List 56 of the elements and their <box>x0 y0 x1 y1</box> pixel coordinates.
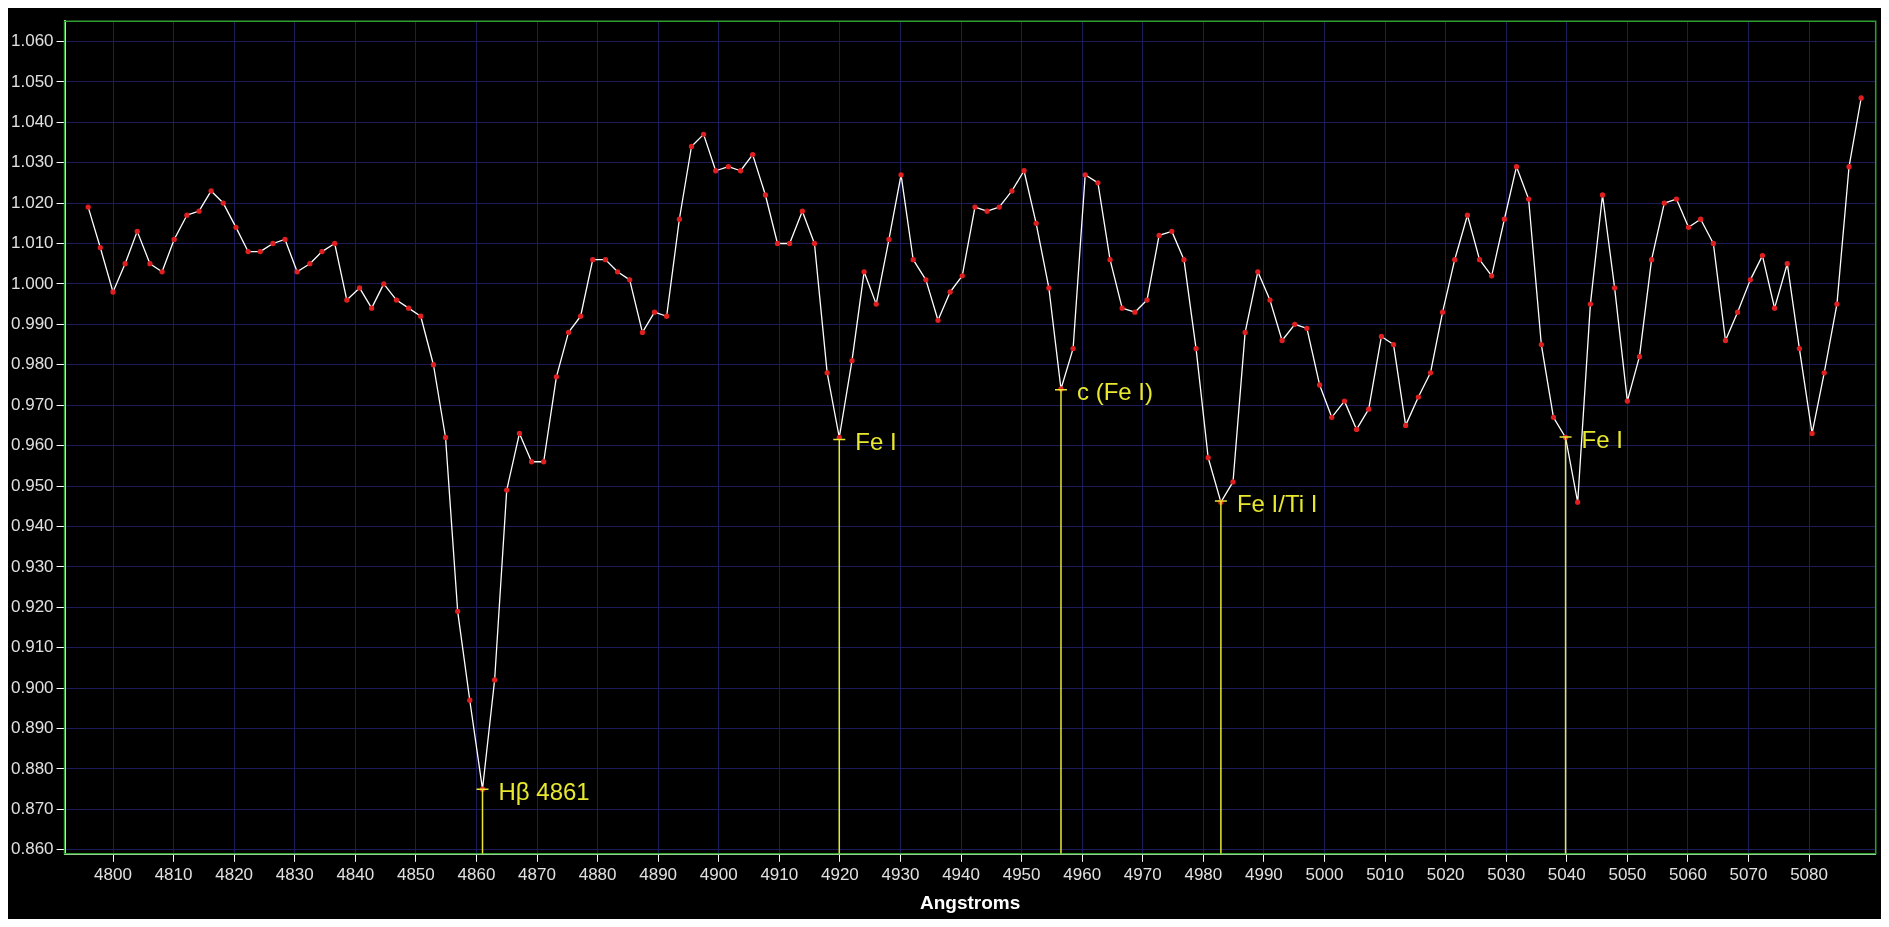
x-tick-label: 5010 <box>1366 864 1404 884</box>
y-tick-label: 1.040 <box>10 111 54 131</box>
y-tick-label: 0.960 <box>10 435 54 455</box>
x-tick-label: 5060 <box>1669 864 1707 884</box>
y-tick-label: 0.860 <box>10 839 54 859</box>
x-tick-label: 5020 <box>1426 864 1465 884</box>
y-tick-label: 0.990 <box>10 314 54 334</box>
x-tick-label: 4990 <box>1244 864 1283 884</box>
x-tick-label: 4950 <box>1002 864 1041 884</box>
x-tick-label: 4800 <box>94 864 132 884</box>
x-tick-label: 4820 <box>215 864 254 884</box>
y-tick-label: 1.010 <box>10 233 54 253</box>
x-tick-label: 4870 <box>518 864 556 884</box>
x-axis-title: Angstroms <box>919 891 1021 913</box>
x-tick-label: 4920 <box>820 864 859 884</box>
x-tick-label: 5080 <box>1790 864 1828 884</box>
y-tick-label: 0.920 <box>10 596 54 616</box>
x-tick-label: 5040 <box>1547 864 1586 884</box>
x-tick-label: 4910 <box>760 864 799 884</box>
annotation: Fe I/Ti I <box>1236 489 1318 517</box>
annotation: Fe I <box>1581 425 1623 453</box>
x-tick-label: 5000 <box>1305 864 1344 884</box>
x-tick-label: 4980 <box>1184 864 1223 884</box>
x-tick-label: 4830 <box>275 864 314 884</box>
x-tick-label: 4840 <box>336 864 375 884</box>
y-tick-label: 0.900 <box>10 677 54 697</box>
y-tick-label: 0.870 <box>10 799 54 819</box>
x-tick-label: 4850 <box>396 864 435 884</box>
annotation: Hβ 4861 <box>498 777 590 805</box>
x-tick-label: 4970 <box>1123 864 1162 884</box>
x-tick-label: 4930 <box>881 864 920 884</box>
x-tick-label: 5030 <box>1487 864 1526 884</box>
y-tick-label: 1.030 <box>10 152 54 172</box>
y-tick-label: 0.970 <box>10 394 54 414</box>
x-tick-label: 4890 <box>639 864 678 884</box>
y-tick-label: 0.890 <box>10 718 54 738</box>
y-tick-label: 1.060 <box>10 31 54 51</box>
x-tick-label: 4810 <box>154 864 193 884</box>
y-tick-label: 0.880 <box>10 758 54 778</box>
annotation: Fe I <box>855 428 897 456</box>
x-tick-label: 5050 <box>1608 864 1647 884</box>
y-tick-label: 1.020 <box>10 192 54 212</box>
x-tick-label: 4940 <box>942 864 980 884</box>
annotation: c (Fe I) <box>1076 378 1153 406</box>
y-tick-label: 1.050 <box>10 71 54 91</box>
x-tick-label: 4860 <box>457 864 496 884</box>
y-tick-label: 0.930 <box>10 556 54 576</box>
x-tick-label: 4960 <box>1063 864 1102 884</box>
y-tick-label: 0.980 <box>10 354 54 374</box>
y-tick-label: 0.950 <box>10 475 54 495</box>
y-tick-label: 0.940 <box>10 516 54 536</box>
x-tick-label: 4880 <box>578 864 617 884</box>
y-tick-label: 0.910 <box>10 637 54 657</box>
x-tick-label: 4900 <box>699 864 738 884</box>
x-tick-label: 5070 <box>1729 864 1768 884</box>
y-tick-label: 1.000 <box>10 273 54 293</box>
